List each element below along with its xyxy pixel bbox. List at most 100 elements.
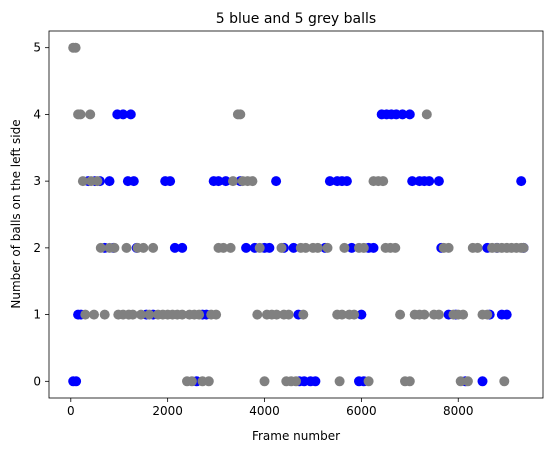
data-point [70,42,81,53]
data-point [71,376,82,387]
data-point [322,242,333,253]
data-point [194,309,205,320]
data-point [283,309,294,320]
data-point [165,176,176,187]
x-axis-label: Frame number [252,429,340,443]
data-point [477,376,488,387]
data-point [472,242,483,253]
data-point [337,309,347,320]
data-point [125,109,136,120]
data-point [264,242,275,253]
data-point [177,242,188,253]
data-point [177,309,188,320]
data-point [310,376,321,387]
data-point [390,242,401,253]
data-point [288,242,299,253]
data-point [259,376,270,387]
data-point [349,309,360,320]
data-point [118,109,129,120]
data-point [516,176,527,187]
data-point [235,109,246,120]
data-point [276,242,287,253]
data-point [254,242,265,253]
y-tick-label: 0 [33,374,41,388]
data-point [271,309,282,320]
data-point [211,309,222,320]
data-point [127,309,138,320]
data-point [312,242,323,253]
data-point [89,309,99,320]
data-point [218,242,229,253]
data-point [104,176,115,187]
y-tick-label: 4 [33,107,41,121]
data-point [358,242,369,253]
data-point [298,309,309,320]
data-point [518,242,529,253]
data-point [77,176,88,187]
data-point [75,109,86,120]
data-point [455,376,466,387]
data-point [80,309,91,320]
y-axis-label: Number of balls on the left side [9,119,23,308]
data-point [99,309,110,320]
data-point [186,376,197,387]
data-point [433,309,444,320]
data-point [433,176,444,187]
data-point [271,176,282,187]
x-tick-label: 6000 [346,404,377,418]
data-point [341,176,352,187]
plot-frame [48,30,544,399]
data-point [368,242,379,253]
data-point [363,376,374,387]
data-point [424,176,435,187]
data-point [346,242,357,253]
data-point [109,242,120,253]
y-tick-label: 2 [33,241,41,255]
data-point [458,309,469,320]
data-point [397,109,408,120]
data-point [421,109,432,120]
data-point [228,176,238,187]
data-point [419,309,430,320]
data-point [501,309,512,320]
data-point [148,242,159,253]
data-point [324,176,335,187]
data-points-layer [68,42,529,387]
x-tick-label: 0 [67,404,75,418]
data-point [334,376,345,387]
axes-layer: 0 2000 4000 6000 8000 0 1 2 3 4 5 [33,30,544,418]
data-point [300,242,311,253]
data-point [252,309,263,320]
data-point [220,176,231,187]
data-point [291,376,301,387]
data-point [225,242,236,253]
y-tick-label: 5 [33,41,41,55]
data-point [462,376,473,387]
data-point [121,242,132,253]
data-point [95,242,106,253]
data-point [395,309,406,320]
data-point [128,176,139,187]
x-tick-label: 2000 [152,404,183,418]
data-point [92,176,103,187]
data-point [247,176,258,187]
data-point [169,242,180,253]
data-point [85,109,96,120]
data-point [443,242,454,253]
y-tick-label: 1 [33,308,41,322]
series-1 [68,42,529,387]
data-point [213,176,224,187]
x-tick-label: 4000 [249,404,280,418]
data-point [407,176,418,187]
y-tick-label: 3 [33,174,41,188]
data-point [138,242,149,253]
data-point [241,242,252,253]
data-point [378,176,389,187]
data-point [482,309,493,320]
data-point [339,242,350,253]
data-point [499,376,510,387]
data-point [404,376,415,387]
chart-title: 5 blue and 5 grey balls [216,11,376,27]
